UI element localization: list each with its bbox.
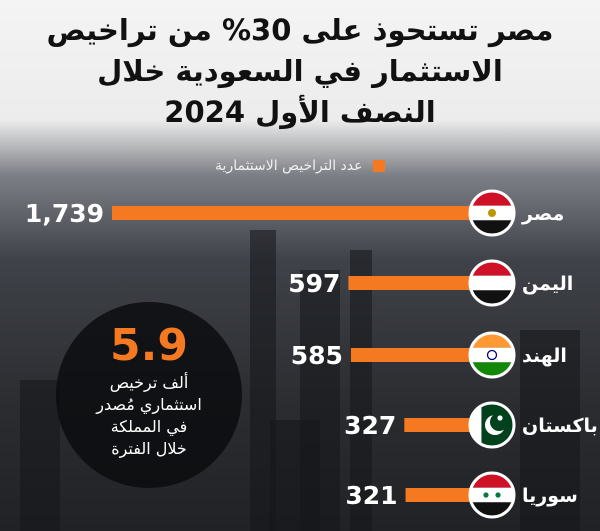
bar (405, 488, 480, 502)
legend-swatch (372, 160, 385, 172)
bar-value-label: 1,739 (25, 199, 104, 228)
bar-value-label: 321 (345, 481, 397, 510)
category-label: مصر (521, 203, 564, 225)
callout-value: 5.9 (110, 320, 188, 371)
skyline-building (520, 330, 580, 531)
chart-title: مصر تستحوذ على 30% من تراخيص الاستثمار ف… (40, 10, 560, 133)
title-line-1: مصر تستحوذ على 30% من تراخيص (46, 13, 554, 47)
pakistan-flag-icon (468, 401, 516, 449)
category-label: سوريا (522, 485, 578, 507)
bar (112, 206, 480, 220)
skyline-building (350, 250, 372, 531)
skyline-building (270, 420, 320, 531)
bar (348, 276, 480, 290)
legend-label: عدد التراخيص الاستثمارية (215, 158, 363, 174)
callout-line: ألف ترخيص (109, 373, 189, 392)
title-line-2: الاستثمار في السعودية خلال (97, 54, 503, 88)
bar (404, 418, 480, 432)
callout-line: خلال الفترة (111, 439, 187, 458)
category-label: باكستان (522, 415, 598, 437)
skyline-building (20, 380, 60, 531)
callout-line: استثماري مُصدر (96, 395, 202, 414)
egypt-flag-icon (468, 189, 516, 237)
bar-value-label: 597 (288, 269, 340, 298)
total-callout: 5.9 ألف ترخيص استثماري مُصدر في المملكة … (56, 302, 242, 488)
callout-text: ألف ترخيص استثماري مُصدر في المملكة خلال… (74, 372, 224, 460)
bar-value-label: 585 (291, 341, 343, 370)
legend: عدد التراخيص الاستثمارية (0, 158, 600, 180)
yemen-flag-icon (468, 259, 516, 307)
bar (350, 348, 480, 362)
syria-flag-icon (468, 471, 516, 519)
category-label: اليمن (522, 273, 573, 295)
category-label: الهند (522, 345, 567, 367)
callout-line: في المملكة (110, 417, 188, 436)
india-flag-icon (468, 331, 516, 379)
bar-value-label: 327 (344, 411, 396, 440)
title-line-3: النصف الأول 2024 (164, 95, 436, 129)
